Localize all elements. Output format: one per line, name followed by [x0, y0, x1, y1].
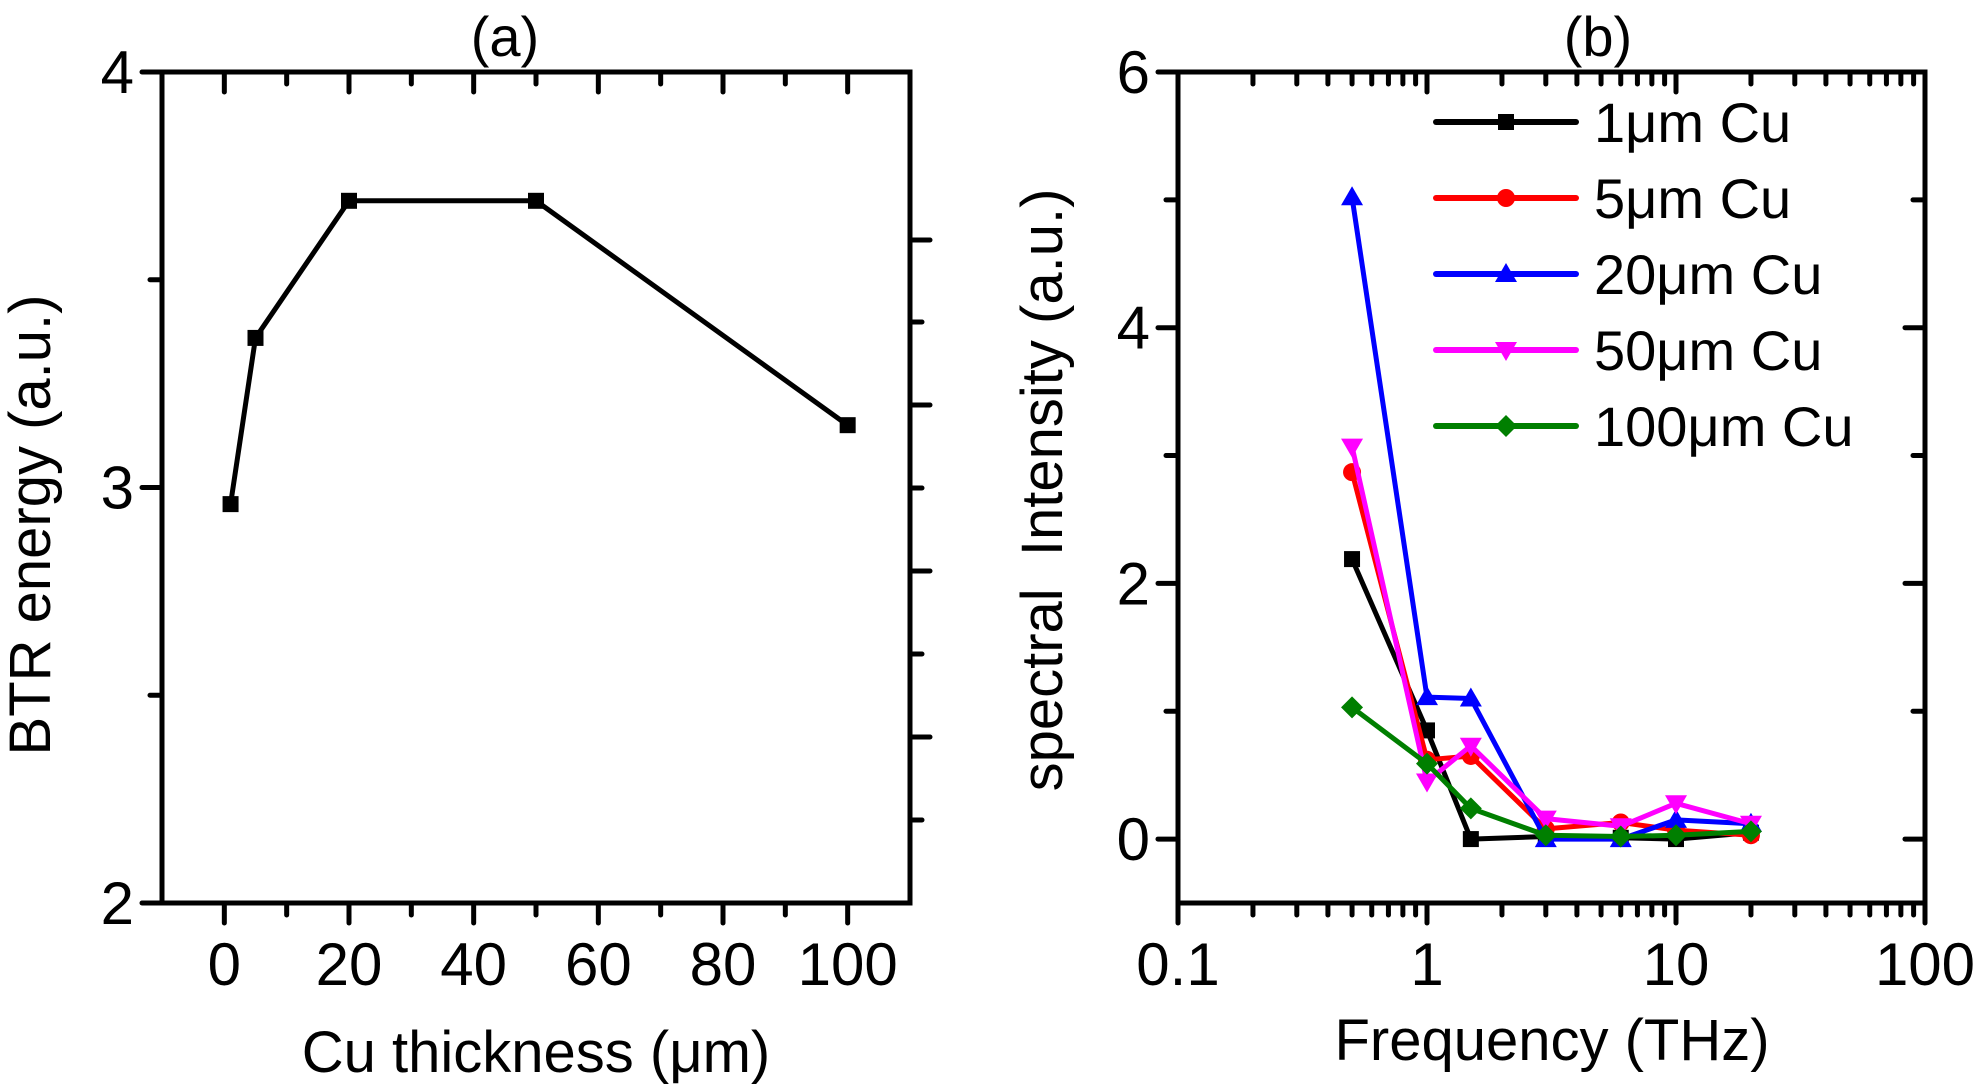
- panel-b-title: (b): [1564, 5, 1632, 68]
- panel-b-data-point: [1341, 438, 1364, 458]
- panel-b-series-50-m-cu: [1341, 438, 1762, 838]
- panel-b-frame: [1175, 69, 1928, 906]
- legend-item: 5μm Cu: [1433, 167, 1791, 230]
- panel-b-data-point: [1459, 797, 1482, 820]
- panel-a-x-tick-label: 60: [565, 931, 632, 998]
- panel-b-data-point: [1665, 808, 1687, 828]
- panel-b-y-tick-label: 6: [1117, 39, 1150, 106]
- panel-b-data-point: [1534, 810, 1557, 830]
- panel-a-axes: 0 20 40 60 80 100 2 3 4: [101, 39, 933, 998]
- panel-b-x-tick-label: 100: [1875, 931, 1975, 998]
- panel-b-series-5-m-cu: [1343, 463, 1760, 845]
- legend-marker: [1495, 415, 1517, 437]
- panel-b-data-point: [1416, 686, 1438, 706]
- panel-b-y-axis-title: spectral Intensity (a.u.): [1010, 189, 1075, 792]
- panel-b-series: [1341, 186, 1762, 848]
- panel-b-x-axis-title: Frequency (THz): [1334, 1008, 1769, 1073]
- panel-b-data-point: [1419, 722, 1435, 739]
- panel-b-y-tick-label: 2: [1117, 550, 1150, 617]
- panel-b-data-point: [1341, 696, 1364, 719]
- panel-a-title: (a): [471, 5, 539, 68]
- legend-marker: [1497, 189, 1515, 207]
- panel-a-x-tick-label: 100: [798, 931, 898, 998]
- panel-b: (b) 0.1 1 10 100 0 2 4 6 1μm Cu 5μm Cu 20μm Cu 50μ…: [1010, 5, 1975, 1073]
- panel-a-data-point: [839, 417, 856, 434]
- panel-a-series: [222, 192, 856, 513]
- panel-b-x-tick-label: 0.1: [1136, 931, 1219, 998]
- panel-b-legend: 1μm Cu 5μm Cu 20μm Cu 50μm Cu 100μm Cu: [1433, 91, 1854, 458]
- legend-label: 1μm Cu: [1594, 91, 1791, 154]
- legend-item: 1μm Cu: [1433, 91, 1791, 154]
- panel-a-y-tick-label: 2: [101, 870, 134, 937]
- panel-a-data-point: [222, 496, 239, 513]
- legend-item: 50μm Cu: [1433, 319, 1822, 382]
- legend-marker: [1498, 114, 1514, 130]
- legend-marker: [1495, 342, 1517, 361]
- panel-b-y-tick-label: 4: [1117, 295, 1150, 362]
- panel-b-series-100-m-cu: [1341, 696, 1762, 848]
- panel-b-data-point: [1344, 551, 1361, 568]
- panel-b-y-tick-label: 0: [1117, 806, 1150, 873]
- panel-a-data-point: [341, 192, 357, 209]
- panel-a-x-tick-label: 0: [208, 931, 241, 998]
- panel-a-x-axis-title: Cu thickness (μm): [302, 1020, 771, 1085]
- panel-a-y-tick-label: 3: [101, 455, 134, 522]
- legend-label: 50μm Cu: [1594, 319, 1822, 382]
- panel-b-x-tick-label: 10: [1643, 931, 1710, 998]
- panel-b-data-point: [1341, 186, 1364, 206]
- panel-b-data-point: [1665, 824, 1687, 847]
- legend-label: 100μm Cu: [1594, 395, 1854, 458]
- panel-a-y-tick-label: 4: [101, 39, 134, 106]
- panel-a: (a) 0 20 40 60 80 100 2 3 4 Cu thickness (μm) BT…: [0, 5, 933, 1085]
- panel-b-series-line: [1349, 469, 1754, 838]
- panel-b-data-point: [1416, 773, 1438, 793]
- panel-b-axes: 0.1 1 10 100 0 2 4 6: [1117, 39, 1975, 998]
- legend-item: 100μm Cu: [1433, 395, 1854, 458]
- panel-a-y-axis-title: BTR energy (a.u.): [0, 295, 63, 756]
- legend-label: 5μm Cu: [1594, 167, 1791, 230]
- panel-b-data-point: [1609, 825, 1632, 848]
- panel-a-x-tick-label: 40: [440, 931, 507, 998]
- panel-a-series-line: [228, 198, 851, 507]
- panel-b-series-line: [1349, 444, 1754, 829]
- panel-a-x-tick-label: 20: [316, 931, 383, 998]
- panel-b-x-tick-label: 1: [1410, 931, 1443, 998]
- panel-a-data-point: [528, 192, 544, 209]
- panel-a-x-tick-label: 80: [690, 931, 757, 998]
- panel-b-data-point: [1665, 795, 1687, 815]
- panel-b-data-point: [1459, 737, 1482, 757]
- panel-b-data-point: [1739, 820, 1762, 843]
- panel-b-data-point: [1459, 687, 1482, 707]
- legend-item: 20μm Cu: [1433, 243, 1822, 306]
- legend-label: 20μm Cu: [1594, 243, 1822, 306]
- panel-b-data-point: [1462, 831, 1479, 848]
- panel-b-data-point: [1416, 752, 1438, 775]
- panel-b-data-point: [1534, 824, 1557, 847]
- legend-marker: [1495, 263, 1517, 282]
- panel-a-data-point: [247, 329, 264, 346]
